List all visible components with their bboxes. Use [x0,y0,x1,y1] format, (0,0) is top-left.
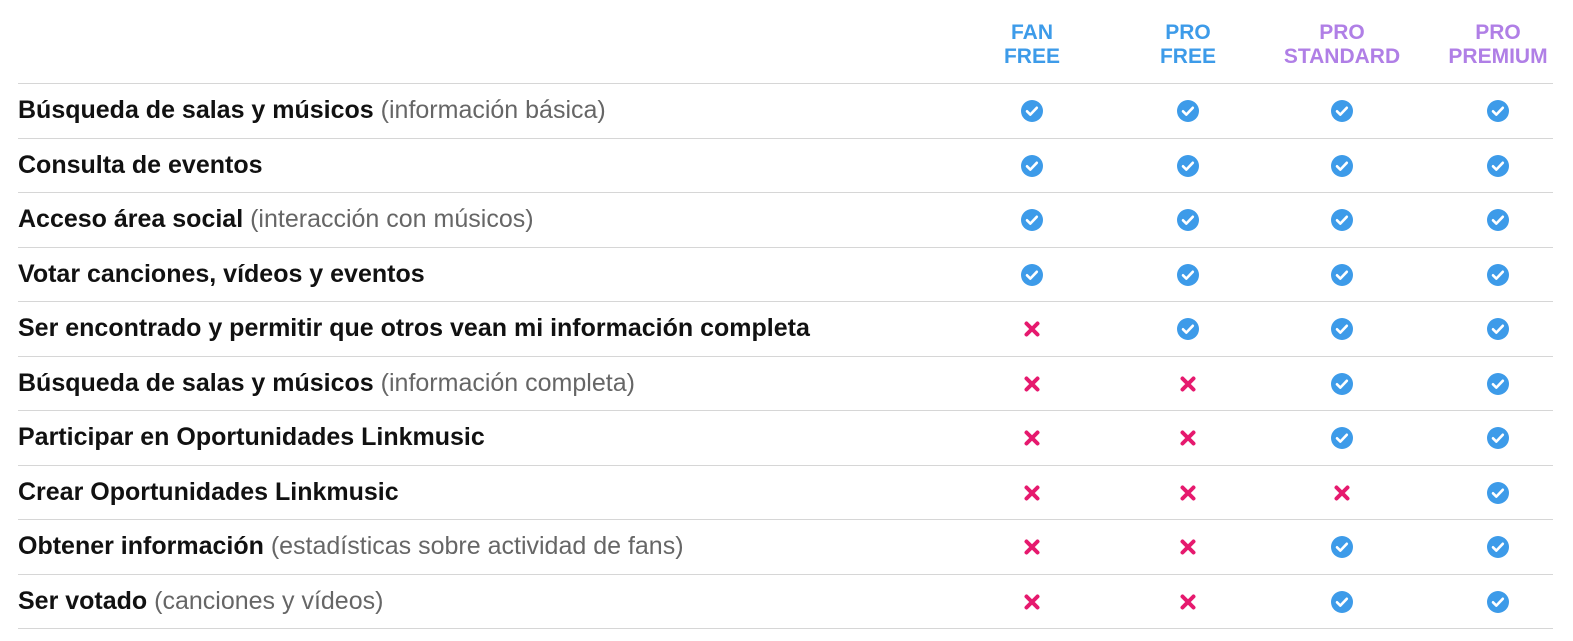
feature-label: Obtener información (estadísticas sobre … [18,519,684,573]
cross-icon [1180,376,1196,392]
cross-icon [1180,594,1196,610]
feature-name: Búsqueda de salas y músicos [18,96,374,124]
cross-icon [1024,376,1040,392]
header-line: PRO [1165,21,1211,44]
header-line: PRO [1319,21,1365,44]
feature-label: Votar canciones, vídeos y eventos [18,247,425,301]
check-icon [1021,154,1043,177]
check-icon [1487,318,1509,341]
column-header: PRO STANDARD [1267,21,1417,69]
header-line: FREE [1003,45,1060,68]
check-icon [1487,481,1509,504]
cross-icon [1024,430,1040,446]
header-line: FAN [1011,21,1053,44]
divider [18,410,1553,411]
divider [18,83,1553,84]
cross-icon [1024,485,1040,501]
feature-note: (estadísticas sobre actividad de fans) [270,532,684,560]
feature-name: Crear Oportunidades Linkmusic [18,477,399,506]
check-icon [1487,100,1509,123]
feature-name: Consulta de eventos [18,150,263,179]
divider [18,301,1553,302]
feature-note: (información completa) [380,368,635,397]
cross-icon [1024,594,1040,610]
check-icon [1331,100,1353,123]
feature-label: Ser encontrado y permitir que otros vean… [18,301,810,355]
header-line: PRO [1475,21,1521,44]
divider [18,628,1553,629]
check-icon [1331,154,1353,177]
check-icon [1177,209,1199,232]
column-header: PRO FREE [1113,21,1263,69]
check-icon [1487,209,1509,232]
feature-label: Ser votado (canciones y vídeos) [18,574,383,628]
feature-name: Participar en Oportunidades Linkmusic [18,423,485,451]
header-line: STANDARD [1283,45,1401,68]
cross-icon [1180,485,1196,501]
check-icon [1487,154,1509,177]
cross-icon [1024,539,1040,555]
check-icon [1177,318,1199,341]
check-icon [1331,263,1353,286]
check-icon [1177,154,1199,177]
divider [18,464,1553,466]
column-header: PRO PREMIUM [1423,21,1573,69]
feature-name: Ser encontrado y permitir que otros vean… [18,314,810,342]
check-icon [1487,372,1509,395]
divider [18,519,1553,520]
cross-icon [1024,321,1040,337]
check-icon [1331,372,1353,395]
feature-name: Votar canciones, vídeos y eventos [18,259,425,288]
feature-label: Acceso área social (interacción con músi… [18,192,534,246]
check-icon [1331,427,1353,450]
feature-note: (información básica) [380,96,606,124]
cross-icon [1334,485,1350,501]
feature-label: Búsqueda de salas y músicos (información… [18,356,635,410]
check-icon [1487,536,1509,559]
divider [18,246,1553,248]
cross-icon [1180,539,1196,555]
check-icon [1021,100,1043,123]
feature-name: Acceso área social [18,205,244,233]
feature-note: (interacción con músicos) [250,205,534,233]
feature-label: Búsqueda de salas y músicos (información… [18,83,606,137]
check-icon [1331,209,1353,232]
check-icon [1487,263,1509,286]
divider [18,192,1553,193]
column-header: FAN FREE [957,21,1107,69]
feature-label: Consulta de eventos [18,138,263,192]
header-line: PREMIUM [1448,45,1548,68]
check-icon [1021,209,1043,232]
feature-label: Participar en Oportunidades Linkmusic [18,410,485,464]
check-icon [1331,590,1353,613]
header-line: FREE [1159,45,1216,68]
feature-name: Ser votado [18,586,148,615]
divider [18,355,1553,357]
feature-name: Búsqueda de salas y músicos [18,368,374,397]
check-icon [1331,318,1353,341]
check-icon [1021,263,1043,286]
check-icon [1487,427,1509,450]
feature-label: Crear Oportunidades Linkmusic [18,465,399,519]
feature-name: Obtener información [18,532,264,560]
check-icon [1487,590,1509,613]
check-icon [1331,536,1353,559]
divider [18,137,1553,139]
cross-icon [1180,430,1196,446]
feature-note: (canciones y vídeos) [154,586,384,615]
divider [18,573,1553,575]
check-icon [1177,263,1199,286]
check-icon [1177,100,1199,123]
